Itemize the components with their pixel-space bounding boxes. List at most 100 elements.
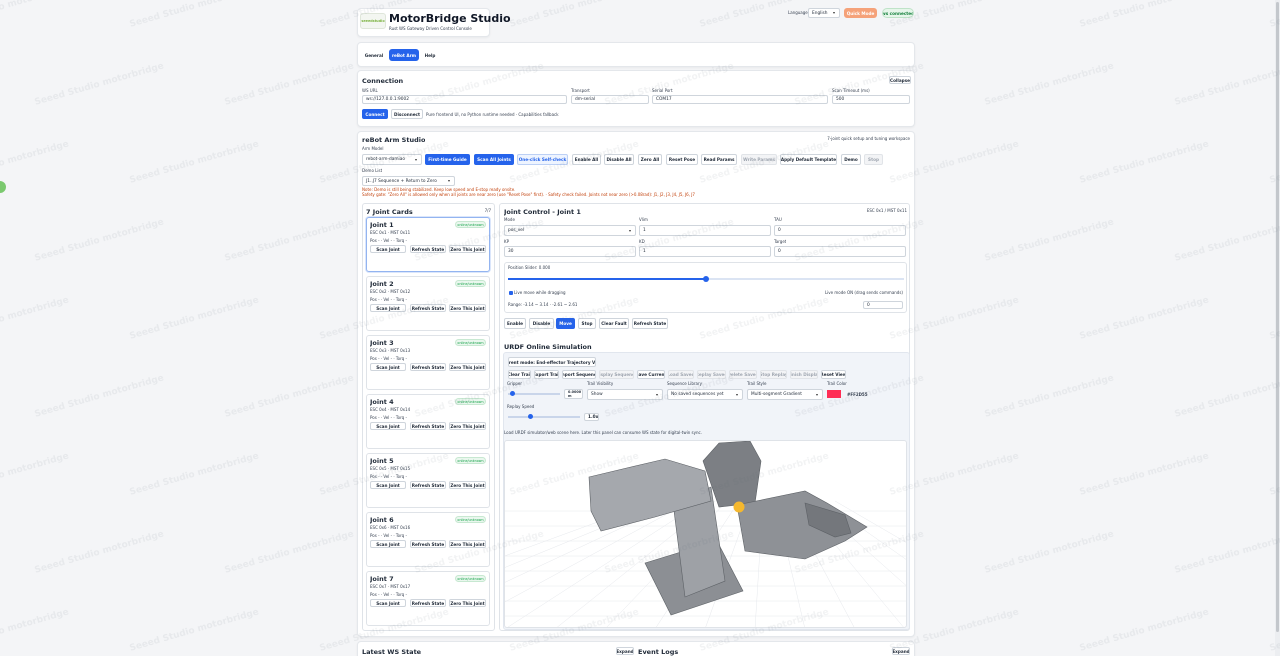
button[interactable]: Disconnect	[391, 109, 423, 119]
button[interactable]: Connect	[362, 109, 388, 119]
button[interactable]: Expand	[616, 647, 634, 655]
button[interactable]: Disable	[529, 318, 554, 329]
button[interactable]: Scan Joint	[370, 540, 406, 548]
button[interactable]: Reset Pose	[666, 154, 698, 165]
slider-fill	[508, 278, 706, 280]
tab[interactable]: Help	[422, 49, 438, 61]
button[interactable]: Apply Default Template	[780, 154, 837, 165]
button[interactable]: Scan Joint	[370, 481, 406, 489]
input[interactable]: 0.0000 m	[564, 389, 583, 399]
button[interactable]: Stop	[578, 318, 596, 329]
joint-card[interactable]	[366, 276, 490, 331]
button[interactable]: Refresh State	[632, 318, 668, 329]
button[interactable]: Refresh State	[410, 540, 446, 548]
button[interactable]: Refresh State	[410, 599, 446, 607]
button[interactable]: Scan Joint	[370, 304, 406, 312]
section-title: Event Logs	[638, 648, 679, 656]
badge: online/unknown	[455, 457, 486, 464]
button[interactable]: Scan Joint	[370, 245, 406, 253]
button[interactable]: Refresh State	[410, 422, 446, 430]
button[interactable]: Enable	[504, 318, 526, 329]
input[interactable]: 0	[774, 225, 906, 236]
badge: online/unknown	[455, 280, 486, 287]
input[interactable]: 1	[639, 246, 771, 257]
select[interactable]: Multi-segment Gradient	[747, 389, 823, 400]
button[interactable]: Zero This Joint	[449, 245, 486, 253]
badge: online/unknown	[455, 516, 486, 523]
button[interactable]: Delete Saved	[729, 370, 757, 379]
button[interactable]: Zero This Joint	[449, 540, 486, 548]
select[interactable]: pos_vel	[504, 225, 636, 236]
tab[interactable]: reBot Arm	[389, 49, 419, 61]
button[interactable]: Scan Joint	[370, 599, 406, 607]
input[interactable]: COM17	[652, 95, 828, 104]
side-handle[interactable]	[0, 181, 6, 193]
button[interactable]: One-click Self-check	[517, 154, 568, 165]
button[interactable]: Import Sequence	[562, 370, 596, 379]
button[interactable]: Zero This Joint	[449, 363, 486, 371]
button[interactable]: Display Sequence	[599, 370, 634, 379]
logo: seeedstudio	[360, 13, 386, 29]
input[interactable]: 0	[774, 246, 906, 257]
button[interactable]: Save Current	[637, 370, 665, 379]
button[interactable]: Clear Fault	[599, 318, 629, 329]
slider-thumb[interactable]	[528, 414, 533, 419]
button[interactable]: Scan Joint	[370, 422, 406, 430]
button[interactable]: Reset View	[821, 370, 846, 379]
button[interactable]: Refresh State	[410, 245, 446, 253]
input[interactable]: 1	[639, 225, 771, 236]
button[interactable]: Export Trail	[534, 370, 559, 379]
button[interactable]: Current mode: End-effector Trajectory Vi…	[508, 357, 596, 367]
tab[interactable]: General	[362, 49, 386, 61]
button[interactable]: Zero All	[638, 154, 662, 165]
select[interactable]: J1..J7 Sequence + Return to Zero	[362, 176, 455, 186]
button[interactable]: Scan Joint	[370, 363, 406, 371]
button[interactable]: Write Params	[741, 154, 777, 165]
slider-thumb[interactable]	[703, 276, 709, 282]
button[interactable]: Zero This Joint	[449, 304, 486, 312]
input[interactable]: dm-serial	[571, 95, 649, 104]
button[interactable]: Demo	[841, 154, 861, 165]
checkbox[interactable]	[509, 291, 513, 295]
button[interactable]: Collapse	[889, 76, 911, 84]
select[interactable]: Show	[587, 389, 663, 400]
select[interactable]: rebot-arm-damiao	[362, 154, 422, 165]
button[interactable]: Read Params	[701, 154, 737, 165]
button[interactable]: Stop Replay	[760, 370, 787, 379]
select[interactable]: No saved sequences yet	[667, 389, 743, 400]
button[interactable]: Refresh State	[410, 304, 446, 312]
button[interactable]: Enable All	[572, 154, 601, 165]
button[interactable]: Stop	[864, 154, 883, 165]
select[interactable]: English	[808, 8, 840, 18]
scrollbar-thumb[interactable]	[1276, 2, 1279, 632]
button[interactable]: Zero This Joint	[449, 599, 486, 607]
button[interactable]: Zero This Joint	[449, 422, 486, 430]
button[interactable]: Expand	[892, 647, 910, 655]
color-swatch[interactable]	[827, 390, 841, 398]
field-label: Replay Speed	[507, 404, 535, 409]
input[interactable]: 1.0x	[584, 413, 599, 421]
panel-title: 7 Joint Cards	[366, 208, 413, 216]
input[interactable]: 500	[832, 95, 910, 104]
viewer[interactable]	[504, 440, 907, 628]
button[interactable]: Scan All Joints	[474, 154, 514, 165]
joint-name: Joint 4	[370, 398, 394, 406]
joint-readout: Pos - · Vel - · Torq -	[370, 356, 407, 361]
button[interactable]: Load Saved	[668, 370, 694, 379]
input[interactable]: 0	[863, 301, 903, 309]
button[interactable]: Refresh State	[410, 481, 446, 489]
button[interactable]: Move	[556, 318, 575, 329]
slider-thumb[interactable]	[510, 391, 515, 396]
button[interactable]: Zero This Joint	[449, 481, 486, 489]
button[interactable]: Finish Display	[790, 370, 818, 379]
button[interactable]: Replay Saved	[697, 370, 726, 379]
button[interactable]: First-time Guide	[425, 154, 470, 165]
button[interactable]: Clear Trail	[508, 370, 531, 379]
input[interactable]: ws://127.0.0.1:9002	[362, 95, 567, 104]
button[interactable]: Refresh State	[410, 363, 446, 371]
slider-track	[508, 393, 560, 395]
button[interactable]: Quick Mode	[844, 8, 877, 18]
button[interactable]: Disable All	[604, 154, 634, 165]
input[interactable]: 30	[504, 246, 636, 257]
